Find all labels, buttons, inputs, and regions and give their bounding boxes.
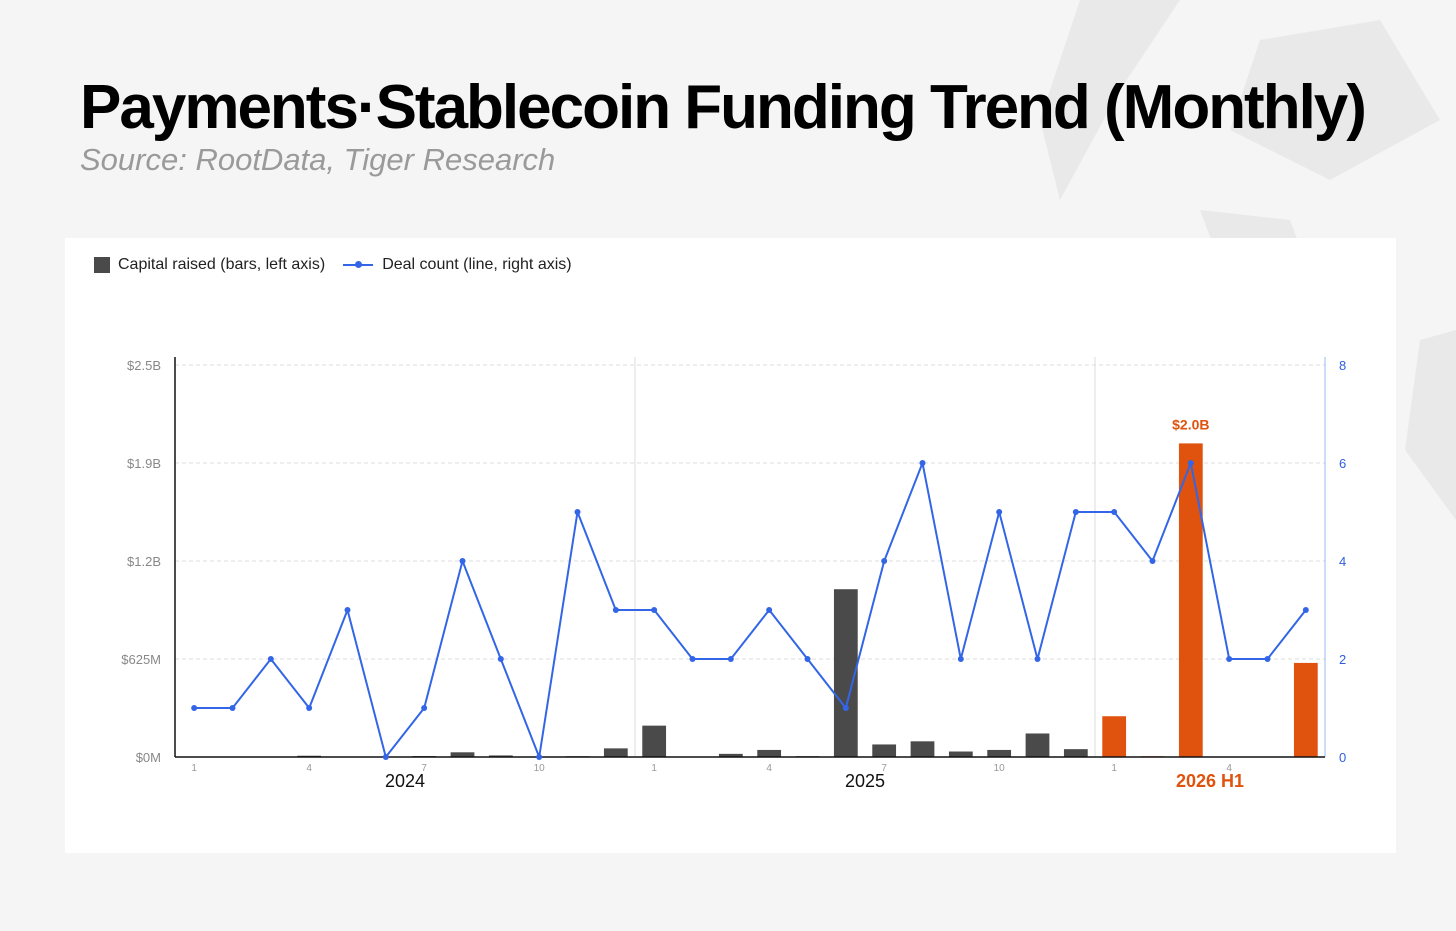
capital-bar <box>488 755 513 757</box>
deal-count-point <box>536 754 543 760</box>
legend-line-swatch <box>343 257 374 273</box>
capital-bar <box>757 749 782 757</box>
right-axis-tick-label: 0 <box>1339 750 1346 765</box>
deal-count-point <box>1072 509 1079 515</box>
left-axis-tick-label: $2.5B <box>127 358 161 373</box>
deal-count-point <box>306 705 313 711</box>
right-axis-tick-label: 4 <box>1339 554 1346 569</box>
bar-value-label: $2.0B <box>1172 416 1209 432</box>
left-axis-tick-label: $0M <box>136 750 161 765</box>
deal-count-point <box>344 607 351 613</box>
deal-count-point <box>804 656 811 662</box>
capital-bar <box>1293 662 1318 757</box>
capital-bar <box>642 725 667 757</box>
capital-bar <box>1063 749 1088 757</box>
capital-bar <box>872 744 897 757</box>
deal-count-point <box>1187 460 1194 466</box>
right-axis-tick-label: 2 <box>1339 652 1346 667</box>
deal-count-point <box>421 705 428 711</box>
capital-bar <box>1178 443 1203 757</box>
deal-count-point <box>919 460 926 466</box>
month-tick-label: 1 <box>651 763 657 774</box>
deal-count-point <box>382 754 389 760</box>
capital-bar <box>603 748 628 757</box>
year-label: 2026 H1 <box>1176 771 1244 791</box>
deal-count-point <box>957 656 964 662</box>
chart-title: Payments·Stablecoin Funding Trend (Month… <box>80 73 1367 142</box>
deal-count-point <box>191 705 198 711</box>
capital-bar <box>948 751 973 757</box>
legend-item-capital: Capital raised (bars, left axis) <box>94 256 325 274</box>
legend-bar-swatch <box>94 257 110 273</box>
month-tick-label: 4 <box>306 763 312 774</box>
deal-count-point <box>612 607 619 613</box>
deal-count-point <box>996 509 1003 515</box>
right-axis-tick-label: 8 <box>1339 358 1346 373</box>
deal-count-point <box>1034 656 1041 662</box>
deal-count-point <box>1264 656 1271 662</box>
month-tick-label: 1 <box>1111 763 1117 774</box>
deal-count-point <box>651 607 658 613</box>
deal-count-point <box>497 656 504 662</box>
deal-count-point <box>267 656 274 662</box>
month-tick-label: 10 <box>994 763 1006 774</box>
deal-count-point <box>842 705 849 711</box>
capital-bar <box>450 752 475 757</box>
left-axis-tick-label: $625M <box>121 652 161 667</box>
capital-bar <box>718 753 743 757</box>
chart-legend: Capital raised (bars, left axis) Deal co… <box>94 256 590 274</box>
capital-bar <box>1025 733 1050 757</box>
month-tick-label: 4 <box>766 763 772 774</box>
capital-bar <box>910 741 935 757</box>
deal-count-point <box>574 509 581 515</box>
month-tick-label: 7 <box>881 763 887 774</box>
left-axis-tick-label: $1.9B <box>127 456 161 471</box>
year-label: 2025 <box>845 771 885 791</box>
deal-count-point <box>1149 558 1156 564</box>
right-axis-tick-label: 6 <box>1339 456 1346 471</box>
chart-source: Source: RootData, Tiger Research <box>80 142 556 177</box>
legend-item-deals: Deal count (line, right axis) <box>343 256 572 274</box>
year-label: 2024 <box>385 771 425 791</box>
month-tick-label: 10 <box>534 763 546 774</box>
deal-count-point <box>766 607 773 613</box>
legend-label-deals: Deal count (line, right axis) <box>382 256 572 273</box>
deal-count-point <box>689 656 696 662</box>
chart-card <box>65 238 1396 853</box>
deal-count-point <box>727 656 734 662</box>
deal-count-point <box>229 705 236 711</box>
deal-count-point <box>1226 656 1233 662</box>
deal-count-line <box>194 462 1307 758</box>
capital-bar <box>833 589 858 757</box>
legend-label-capital: Capital raised (bars, left axis) <box>118 256 326 273</box>
month-tick-label: 1 <box>191 763 197 774</box>
left-axis-tick-label: $1.2B <box>127 554 161 569</box>
capital-bar <box>987 749 1012 757</box>
deal-count-point <box>1302 607 1309 613</box>
deal-count-point <box>881 558 888 564</box>
deal-count-point <box>459 558 466 564</box>
month-tick-label: 7 <box>421 763 427 774</box>
month-tick-label: 4 <box>1226 763 1232 774</box>
capital-bar <box>1102 716 1127 757</box>
deal-count-point <box>1111 509 1118 515</box>
